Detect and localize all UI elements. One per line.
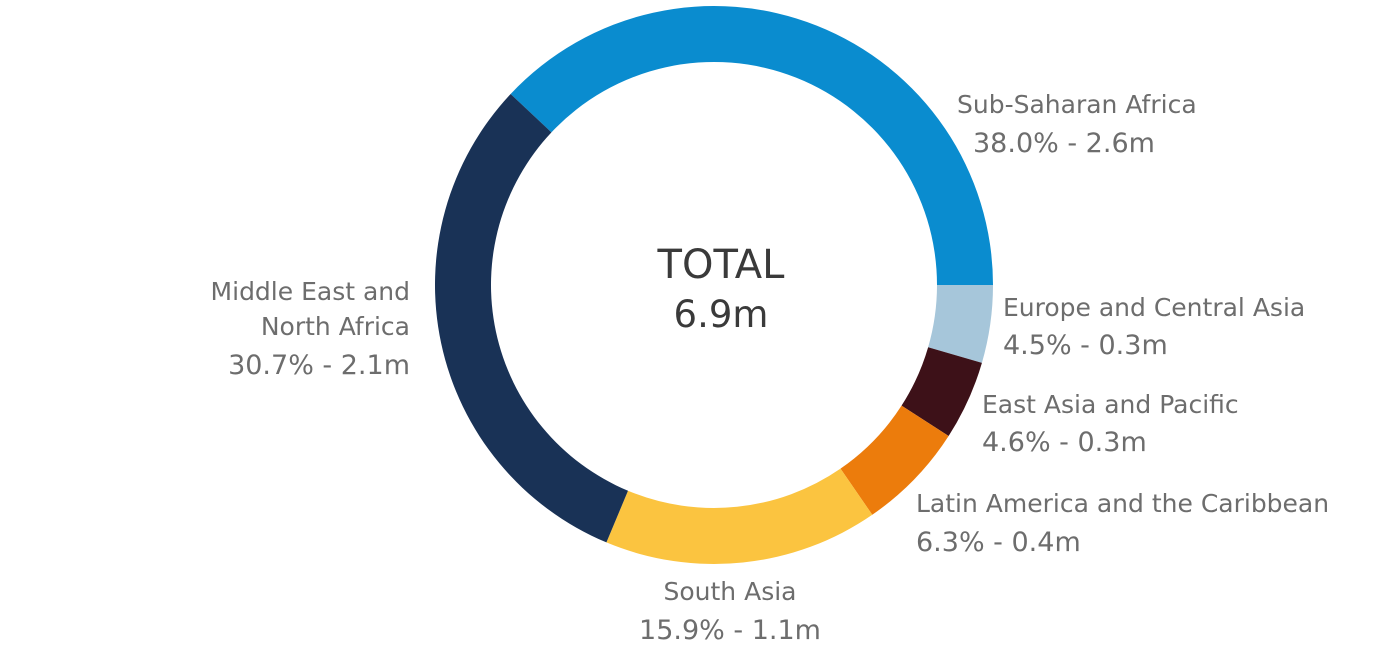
center-total-value: 6.9m xyxy=(674,293,769,336)
center-title: TOTAL xyxy=(657,242,786,288)
label-south-asia-value: 15.9% - 1.1m xyxy=(639,615,821,646)
label-east-asia-pacific-value: 4.6% - 0.3m xyxy=(982,427,1147,458)
label-south-asia-name: South Asia xyxy=(664,577,797,606)
slice-east-asia-and-pacific xyxy=(901,347,982,436)
label-europe-central-asia-value: 4.5% - 0.3m xyxy=(1003,330,1168,361)
label-latin-america-caribbean-value: 6.3% - 0.4m xyxy=(916,527,1081,558)
label-sub-saharan-africa-name: Sub-Saharan Africa xyxy=(957,90,1197,119)
label-middle-east-north-africa-name-line1: Middle East and xyxy=(211,277,410,306)
slice-middle-east-and-north-africa xyxy=(434,94,629,543)
slice-latin-america-and-the-caribbean xyxy=(840,405,949,515)
slice-south-asia xyxy=(606,468,873,565)
donut-slices xyxy=(434,6,993,565)
slice-sub-saharan-africa xyxy=(510,6,993,286)
slice-europe-and-central-asia xyxy=(928,285,993,363)
label-sub-saharan-africa-value: 38.0% - 2.6m xyxy=(973,128,1155,159)
label-latin-america-caribbean-name: Latin America and the Caribbean xyxy=(916,489,1329,518)
label-east-asia-pacific-name: East Asia and Pacific xyxy=(982,390,1239,419)
label-middle-east-north-africa-name-line2: North Africa xyxy=(261,312,410,341)
label-middle-east-north-africa-value: 30.7% - 2.1m xyxy=(228,350,410,381)
label-europe-central-asia-name: Europe and Central Asia xyxy=(1003,293,1305,322)
